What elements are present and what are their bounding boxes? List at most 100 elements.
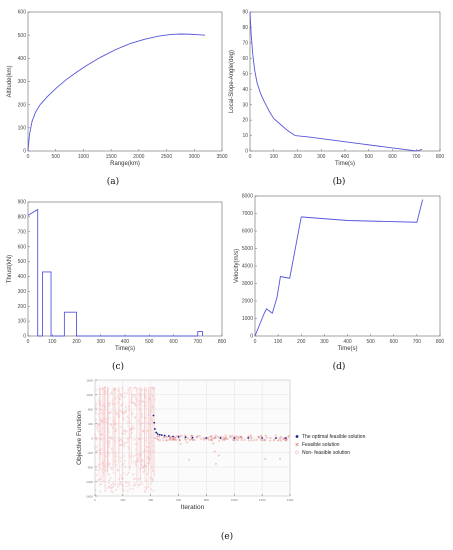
x-tick-label: 700	[413, 339, 422, 345]
non-feasible-point	[97, 464, 100, 467]
y-tick-label: 0	[245, 149, 248, 155]
non-feasible-point	[141, 482, 144, 485]
non-feasible-point	[134, 417, 137, 420]
non-feasible-point	[127, 472, 130, 474]
non-feasible-point	[116, 395, 119, 398]
x-tick-label: 400	[121, 339, 130, 345]
x-tick-label: 500	[366, 339, 375, 345]
non-feasible-point	[102, 417, 105, 420]
x-tick-label: 600	[390, 339, 399, 345]
feasible-point	[257, 436, 260, 439]
non-feasible-point	[152, 405, 155, 407]
legend-label: Non- feasible solution	[302, 450, 350, 456]
x-tick-label: 300	[97, 339, 106, 345]
y-tick-label: 80	[242, 25, 248, 31]
optimal-point	[155, 431, 158, 434]
optimal-point	[172, 435, 174, 438]
non-feasible-point	[127, 440, 130, 443]
non-feasible-point	[107, 485, 110, 488]
feasible-point	[174, 436, 177, 439]
non-feasible-point	[134, 386, 136, 389]
y-tick-label: -800	[87, 466, 93, 470]
y-tick-label: -1600	[85, 495, 93, 499]
feasible-point	[214, 462, 217, 465]
x-tick-label: 700	[412, 154, 421, 160]
non-feasible-point	[95, 449, 98, 452]
non-feasible-point	[111, 491, 114, 494]
non-feasible-point	[95, 418, 98, 421]
feasible-point	[221, 436, 224, 439]
feasible-point	[159, 439, 161, 442]
feasible-point	[224, 434, 227, 437]
non-feasible-point	[134, 415, 137, 418]
non-feasible-point	[133, 438, 136, 441]
non-feasible-point	[142, 470, 145, 473]
non-feasible-point	[118, 439, 121, 441]
y-tick-label: 0	[91, 437, 93, 441]
series-line	[27, 33, 206, 152]
x-tick-label: 600	[176, 498, 181, 502]
non-feasible-point	[105, 455, 107, 458]
non-feasible-point	[109, 392, 112, 395]
x-tick-label: 0	[27, 154, 30, 160]
feasible-point	[250, 434, 252, 437]
non-feasible-point	[131, 425, 134, 428]
non-feasible-point	[97, 479, 100, 482]
x-tick-label: 700	[194, 339, 203, 345]
non-feasible-point	[124, 466, 127, 468]
non-feasible-point	[97, 425, 99, 427]
feasible-point	[214, 437, 217, 439]
non-feasible-point	[121, 464, 123, 466]
feasible-point	[165, 439, 168, 442]
x-tick-label: 3000	[189, 154, 200, 160]
feasible-point	[212, 442, 215, 445]
y-tick-label: 800	[18, 214, 27, 220]
y-tick-label: 1200	[86, 393, 93, 397]
feasible-point	[261, 439, 263, 442]
non-feasible-point	[117, 469, 119, 471]
feasible-point	[207, 436, 209, 439]
feasible-point	[277, 439, 279, 442]
non-feasible-point	[146, 429, 148, 432]
non-feasible-point	[100, 478, 102, 480]
feasible-point	[279, 457, 281, 460]
non-feasible-point	[123, 418, 125, 421]
non-feasible-point	[95, 422, 98, 425]
non-feasible-point	[122, 472, 125, 475]
non-feasible-point	[115, 423, 117, 425]
non-feasible-point	[151, 478, 154, 481]
non-feasible-point	[144, 417, 147, 419]
non-feasible-point	[141, 430, 144, 433]
non-feasible-point	[94, 388, 97, 391]
y-tick-label: 900	[18, 200, 27, 206]
legend-marker	[295, 442, 299, 447]
non-feasible-point	[95, 402, 98, 405]
non-feasible-point	[99, 463, 102, 466]
feasible-point	[179, 442, 182, 445]
x-tick-label: 2500	[161, 154, 172, 160]
x-axis-label: Iteration	[181, 504, 205, 511]
plot-frame	[249, 11, 441, 152]
x-tick-label: 800	[218, 339, 227, 345]
non-feasible-point	[136, 457, 139, 459]
y-tick-label: 1600	[86, 379, 93, 383]
non-feasible-point	[127, 388, 130, 391]
non-feasible-point	[122, 455, 125, 458]
non-feasible-point	[129, 386, 132, 389]
x-tick-label: 2000	[133, 154, 144, 160]
non-feasible-point	[121, 432, 123, 435]
feasible-point	[157, 438, 160, 441]
non-feasible-point	[133, 402, 136, 405]
non-feasible-point	[128, 405, 130, 408]
non-feasible-point	[94, 437, 96, 440]
feasible-point	[187, 437, 190, 440]
non-feasible-point	[101, 405, 103, 407]
non-feasible-point	[112, 481, 115, 484]
panel-caption: (c)	[112, 361, 124, 372]
non-feasible-point	[136, 478, 139, 480]
feasible-point	[210, 439, 213, 441]
x-tick-label: 200	[297, 339, 306, 345]
legend: The optimal feasible solution Feasible so…	[295, 434, 366, 456]
y-tick-label: 10	[242, 133, 248, 139]
x-tick-label: 100	[270, 154, 279, 160]
